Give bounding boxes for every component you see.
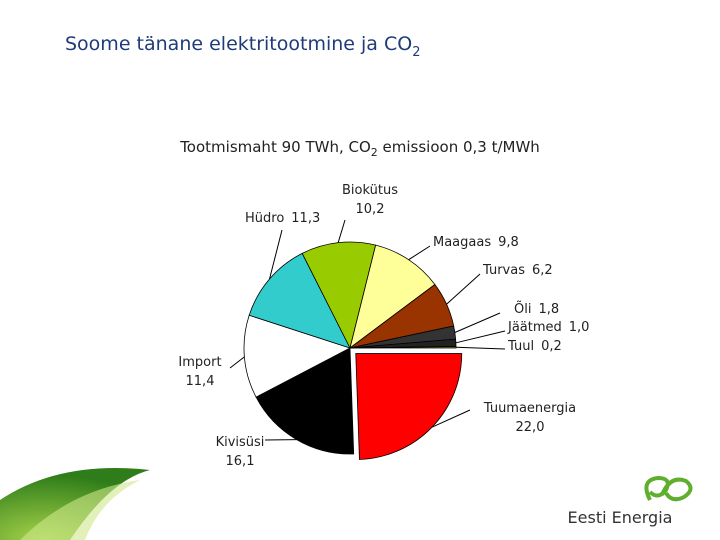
leader-line xyxy=(431,409,471,428)
slice-name: Tuumaenergia xyxy=(483,401,576,416)
logo: Eesti Energia xyxy=(568,475,693,527)
slice-value: 1,8 xyxy=(538,302,559,317)
slice-label: Õli 1,8 xyxy=(514,301,559,317)
leader-line xyxy=(269,229,283,280)
slice-name: Turvas xyxy=(482,263,525,278)
slice-value: 10,2 xyxy=(356,202,385,217)
pie: Tuumaenergia 22,0 Kivisüsi 16,1 Import 11,4 Hü… xyxy=(178,183,589,469)
logo-text: Eesti Energia xyxy=(568,508,673,527)
slice-name: Import xyxy=(178,355,221,370)
slice-label: Maagaas 9,8 xyxy=(433,235,519,250)
slice-name: Tuul xyxy=(507,339,534,354)
slice-name: Õli xyxy=(514,301,531,317)
slice-label: Tuumaenergia 22,0 xyxy=(483,401,576,435)
subtitle-text: emissioon 0,3 t/MWh xyxy=(378,138,540,156)
slice-name: Maagaas xyxy=(433,235,491,250)
slice-value: 6,2 xyxy=(532,263,553,278)
leader-line xyxy=(229,356,245,369)
subtitle-text: Tootmismaht 90 TWh, CO xyxy=(179,138,371,156)
slice-value: 16,1 xyxy=(226,454,255,469)
chart-subtitle: Tootmismaht 90 TWh, CO2 emissioon 0,3 t/… xyxy=(179,138,540,159)
leader-line xyxy=(454,312,501,333)
slice-value: 1,0 xyxy=(569,320,590,335)
slice-name: Biokütus xyxy=(342,183,398,198)
slice-value: 11,4 xyxy=(186,374,215,389)
slice-label: Biokütus 10,2 xyxy=(342,183,398,217)
slice-name: Kivisüsi xyxy=(216,435,265,450)
slice-value: 22,0 xyxy=(516,420,545,435)
slice-label: Turvas 6,2 xyxy=(482,263,553,278)
pie-slice xyxy=(301,241,377,350)
slice-value: 11,3 xyxy=(291,211,320,226)
pie-slice xyxy=(243,314,352,398)
decor-swoosh xyxy=(20,480,140,540)
slice-label: Kivisüsi 16,1 xyxy=(216,435,265,469)
slice-label: Hüdro 11,3 xyxy=(245,211,320,226)
leader-line xyxy=(455,346,506,350)
slice-name: Hüdro xyxy=(245,211,284,226)
leader-line xyxy=(455,330,506,344)
pie-slice xyxy=(355,353,463,460)
leader-line xyxy=(337,219,346,243)
slice-value: 0,2 xyxy=(541,339,562,354)
leader-line xyxy=(408,245,431,261)
title-text: Soome tänane elektritootmine ja CO xyxy=(65,33,412,55)
slice-label: Tuul 0,2 xyxy=(507,339,562,354)
slide-title: Soome tänane elektritootmine ja CO2 xyxy=(65,33,420,60)
slice-name: Jäätmed xyxy=(507,320,562,335)
slice-label: Import 11,4 xyxy=(178,355,221,389)
slice-label: Jäätmed 1,0 xyxy=(507,320,589,335)
slice-value: 9,8 xyxy=(498,235,519,250)
title-sub: 2 xyxy=(412,45,420,60)
pie-slice xyxy=(349,244,436,349)
subtitle-sub: 2 xyxy=(371,146,378,159)
leader-line xyxy=(446,273,481,305)
